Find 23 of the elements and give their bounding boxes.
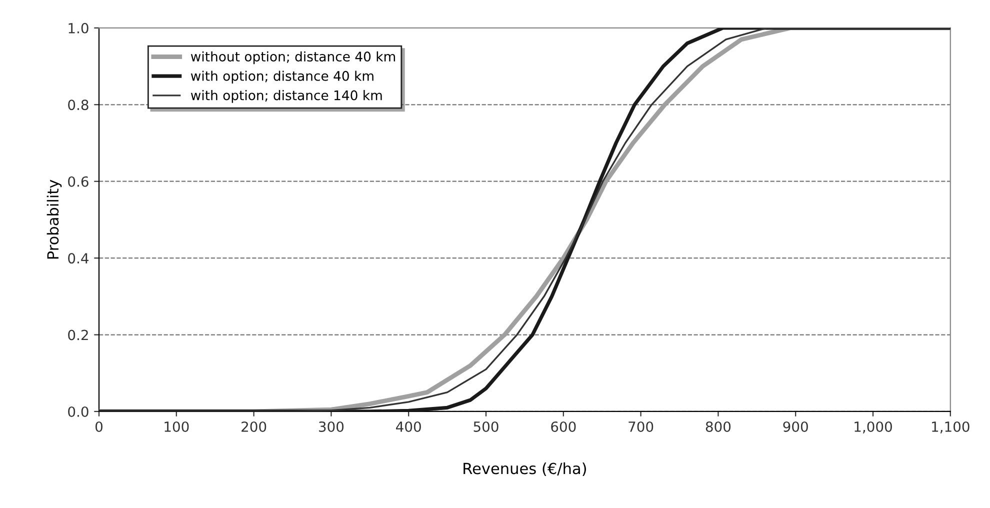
x-tick-label: 200 (242, 421, 266, 432)
x-tick-label: 800 (706, 421, 731, 432)
legend-label: with option; distance 140 km (190, 90, 382, 103)
x-tick-label: 500 (474, 421, 498, 432)
x-tick-label: 700 (628, 421, 654, 432)
legend-label: without option; distance 40 km (190, 51, 396, 64)
x-tick-label: 1,000 (854, 421, 892, 434)
y-tick-label: 0.4 (68, 253, 88, 264)
y-tick-label: 0.6 (68, 176, 88, 187)
y-tick-label: 0.2 (68, 330, 88, 340)
x-tick-label: 600 (551, 421, 576, 432)
x-tick-label: 1,100 (932, 421, 970, 434)
legend-label: with option; distance 40 km (190, 70, 374, 84)
y-tick-label: 0.0 (68, 406, 88, 417)
x-tick-label: 0 (95, 421, 102, 432)
x-tick-label: 900 (783, 421, 808, 432)
y-tick-label: 1.0 (68, 22, 88, 34)
x-axis-title: Revenues (€/ha) (464, 462, 586, 476)
y-axis-title: Probability (46, 180, 62, 259)
x-tick-label: 100 (164, 421, 189, 432)
x-tick-label: 300 (319, 421, 344, 432)
y-tick-label: 0.8 (68, 100, 88, 110)
x-tick-label: 400 (396, 421, 421, 432)
